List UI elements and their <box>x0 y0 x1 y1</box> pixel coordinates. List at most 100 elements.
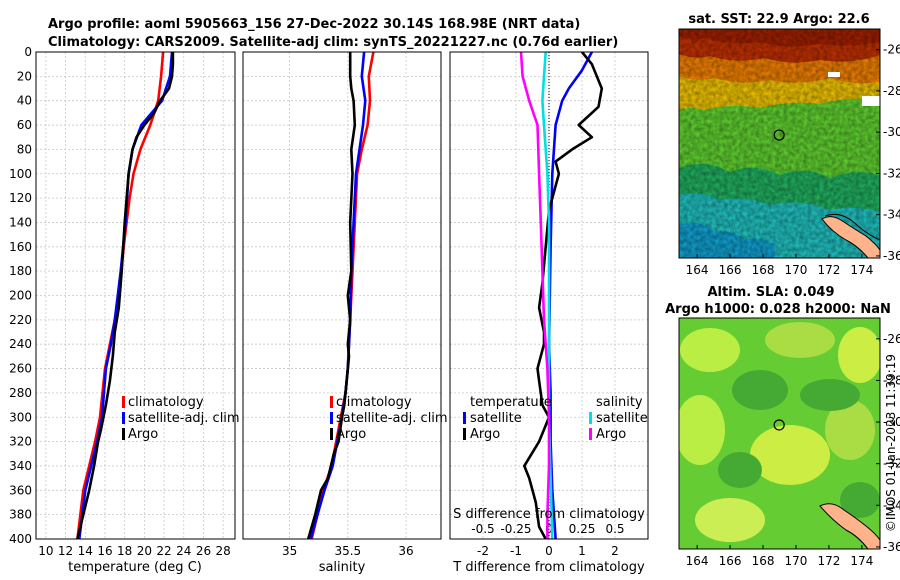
sla-field-light <box>765 322 835 358</box>
map-y-tick-label: -28 <box>883 373 900 387</box>
x-tick-label: 22 <box>156 544 171 558</box>
depth-tick-label: 320 <box>9 435 32 449</box>
s-diff-tick-label: -0.5 <box>471 522 494 536</box>
sla-map-image <box>679 318 880 549</box>
figure-title-line1: Argo profile: aoml 5905663_156 27-Dec-20… <box>48 17 580 32</box>
x-tick-label: 18 <box>117 544 132 558</box>
depth-tick-label: 340 <box>9 459 32 473</box>
sla-field-dark <box>840 482 880 518</box>
depth-tick-label: 80 <box>17 142 32 156</box>
sla-coastline <box>819 503 880 549</box>
legend-swatch-satellite <box>122 412 125 424</box>
sla-map-title-line2: Argo h1000: 0.028 h2000: NaN <box>665 302 891 317</box>
map-y-tick-label: -36 <box>883 540 900 554</box>
legend-swatch-argo <box>122 428 125 440</box>
t-series-satellite-adj-clim <box>78 52 174 539</box>
map-y-tick-label: -30 <box>883 125 900 139</box>
map-x-tick-label: 164 <box>686 554 709 568</box>
legend-swatch-climatology <box>330 396 333 408</box>
legend-label-s-satellite: satellite <box>596 411 648 426</box>
depth-tick-label: 140 <box>9 215 32 229</box>
depth-tick-label: 220 <box>9 313 32 327</box>
depth-tick-label: 280 <box>9 386 32 400</box>
depth-tick-label: 160 <box>9 240 32 254</box>
sla-field-light <box>695 498 765 542</box>
legend-swatch-t-argo <box>463 428 466 440</box>
temperature-tick-labels: 10 12 14 16 18 20 22 24 26 28 <box>38 544 231 558</box>
x-tick-label: 1 <box>578 544 586 558</box>
sst-field-texture <box>679 29 880 258</box>
legend-label-argo: Argo <box>336 427 366 442</box>
map-y-tick-label: -28 <box>883 84 900 98</box>
legend-swatch-satellite <box>330 412 333 424</box>
d-series-temperature-argo <box>522 52 604 539</box>
t-series-argo <box>76 52 175 539</box>
figure-title-line2: Climatology: CARS2009. Satellite-adj cli… <box>48 35 618 50</box>
legend-label-t-satellite: satellite <box>470 411 522 426</box>
depth-tick-label: 240 <box>9 337 32 351</box>
legend-title-temperature: temperature <box>470 395 552 410</box>
s-diff-tick-label: 0.25 <box>569 522 596 536</box>
s-difference-xlabel: S difference from climatology <box>453 507 645 522</box>
sla-field-dark <box>732 370 788 410</box>
depth-tick-label: 400 <box>9 532 32 546</box>
depth-tick-label: 260 <box>9 362 32 376</box>
x-tick-label: 16 <box>97 544 112 558</box>
difference-series <box>519 52 604 539</box>
x-tick-label: 2 <box>611 544 619 558</box>
sla-map-ticks: 164 166 168 170 172 174 -26 -28 -30 -32 -34 -36 <box>686 332 900 568</box>
map-y-tick-label: -32 <box>883 457 900 471</box>
sla-map-axes <box>678 317 881 550</box>
depth-tick-label: 120 <box>9 191 32 205</box>
map-x-tick-label: 172 <box>817 554 840 568</box>
sla-float-marker <box>773 419 785 431</box>
sla-field-dark <box>800 379 860 411</box>
sst-float-marker <box>773 129 785 141</box>
sla-field-light <box>679 395 725 465</box>
x-tick-label: 10 <box>38 544 53 558</box>
legend-swatch-climatology <box>122 396 125 408</box>
temperature-legend: climatology satellite-adj. clim Argo <box>122 395 240 442</box>
sla-field-light <box>680 328 740 372</box>
sst-map-ticks: 164 166 168 170 172 174 -26 -28 -30 -32 -34 -36 <box>686 43 900 277</box>
map-y-tick-label: -36 <box>883 249 900 263</box>
x-tick-label: 35 <box>282 544 297 558</box>
map-x-tick-label: 174 <box>850 554 873 568</box>
map-x-tick-label: 166 <box>719 554 742 568</box>
depth-tick-label: 380 <box>9 508 32 522</box>
sla-field-light <box>838 327 880 383</box>
legend-title-salinity: salinity <box>596 395 643 410</box>
temperature-grid <box>36 51 235 540</box>
x-tick-label: 28 <box>216 544 231 558</box>
d-series-salinity-argo <box>519 52 551 539</box>
map-x-tick-label: 172 <box>817 263 840 277</box>
s-diff-tick-label: -0.25 <box>500 522 531 536</box>
depth-tick-label: 20 <box>17 69 32 83</box>
temperature-xlabel: temperature (deg C) <box>68 560 202 575</box>
t-difference-xlabel: T difference from climatology <box>452 560 645 575</box>
difference-axes <box>449 51 649 540</box>
x-tick-label: 0 <box>545 544 553 558</box>
legend-label-t-argo: Argo <box>470 427 500 442</box>
legend-swatch-s-argo <box>589 428 592 440</box>
sst-coastline <box>821 216 880 258</box>
temperature-series <box>76 52 175 539</box>
depth-tick-label: 200 <box>9 289 32 303</box>
salinity-xlabel: salinity <box>319 560 366 575</box>
x-tick-label: 36 <box>398 544 413 558</box>
legend-label-satellite: satellite-adj. clim <box>128 411 240 426</box>
x-tick-label: -2 <box>477 544 489 558</box>
temperature-axes <box>35 51 236 540</box>
map-x-tick-label: 168 <box>752 554 775 568</box>
map-x-tick-label: 170 <box>785 263 808 277</box>
depth-tick-label: 0 <box>24 45 32 59</box>
legend-label-climatology: climatology <box>336 395 412 410</box>
map-y-tick-label: -32 <box>883 166 900 180</box>
sst-missing-patch <box>828 72 840 77</box>
map-x-tick-label: 168 <box>752 263 775 277</box>
sst-missing-patch-2 <box>862 96 880 106</box>
legend-swatch-s-satellite <box>589 412 592 424</box>
map-y-tick-label: -34 <box>883 208 900 222</box>
legend-label-s-argo: Argo <box>596 427 626 442</box>
